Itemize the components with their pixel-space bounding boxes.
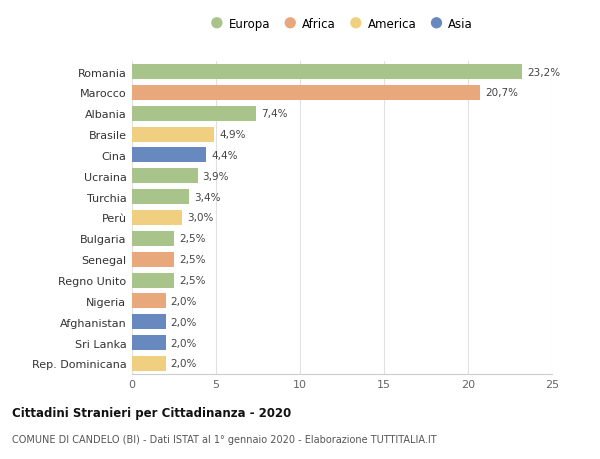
Text: 7,4%: 7,4% — [262, 109, 288, 119]
Text: 2,0%: 2,0% — [170, 338, 197, 348]
Bar — [132, 169, 197, 184]
Bar — [132, 65, 522, 80]
Text: 2,5%: 2,5% — [179, 275, 206, 285]
Text: 2,0%: 2,0% — [170, 296, 197, 306]
Bar — [132, 86, 480, 101]
Bar — [132, 106, 256, 122]
Text: 4,9%: 4,9% — [220, 130, 246, 140]
Text: 23,2%: 23,2% — [527, 67, 560, 78]
Text: Cittadini Stranieri per Cittadinanza - 2020: Cittadini Stranieri per Cittadinanza - 2… — [12, 406, 291, 419]
Legend: Europa, Africa, America, Asia: Europa, Africa, America, Asia — [211, 18, 473, 31]
Text: 3,9%: 3,9% — [203, 171, 229, 181]
Bar — [132, 127, 214, 142]
Text: 4,4%: 4,4% — [211, 151, 238, 161]
Bar — [132, 148, 206, 163]
Bar — [132, 336, 166, 350]
Bar — [132, 314, 166, 330]
Bar — [132, 356, 166, 371]
Text: 3,0%: 3,0% — [187, 213, 214, 223]
Text: 3,4%: 3,4% — [194, 192, 221, 202]
Text: 2,5%: 2,5% — [179, 234, 206, 244]
Text: 2,0%: 2,0% — [170, 317, 197, 327]
Text: 2,0%: 2,0% — [170, 358, 197, 369]
Text: 2,5%: 2,5% — [179, 255, 206, 265]
Text: COMUNE DI CANDELO (BI) - Dati ISTAT al 1° gennaio 2020 - Elaborazione TUTTITALIA: COMUNE DI CANDELO (BI) - Dati ISTAT al 1… — [12, 434, 437, 444]
Bar — [132, 273, 174, 288]
Text: 20,7%: 20,7% — [485, 88, 518, 98]
Bar — [132, 252, 174, 267]
Bar — [132, 211, 182, 225]
Bar — [132, 231, 174, 246]
Bar — [132, 190, 189, 205]
Bar — [132, 294, 166, 309]
